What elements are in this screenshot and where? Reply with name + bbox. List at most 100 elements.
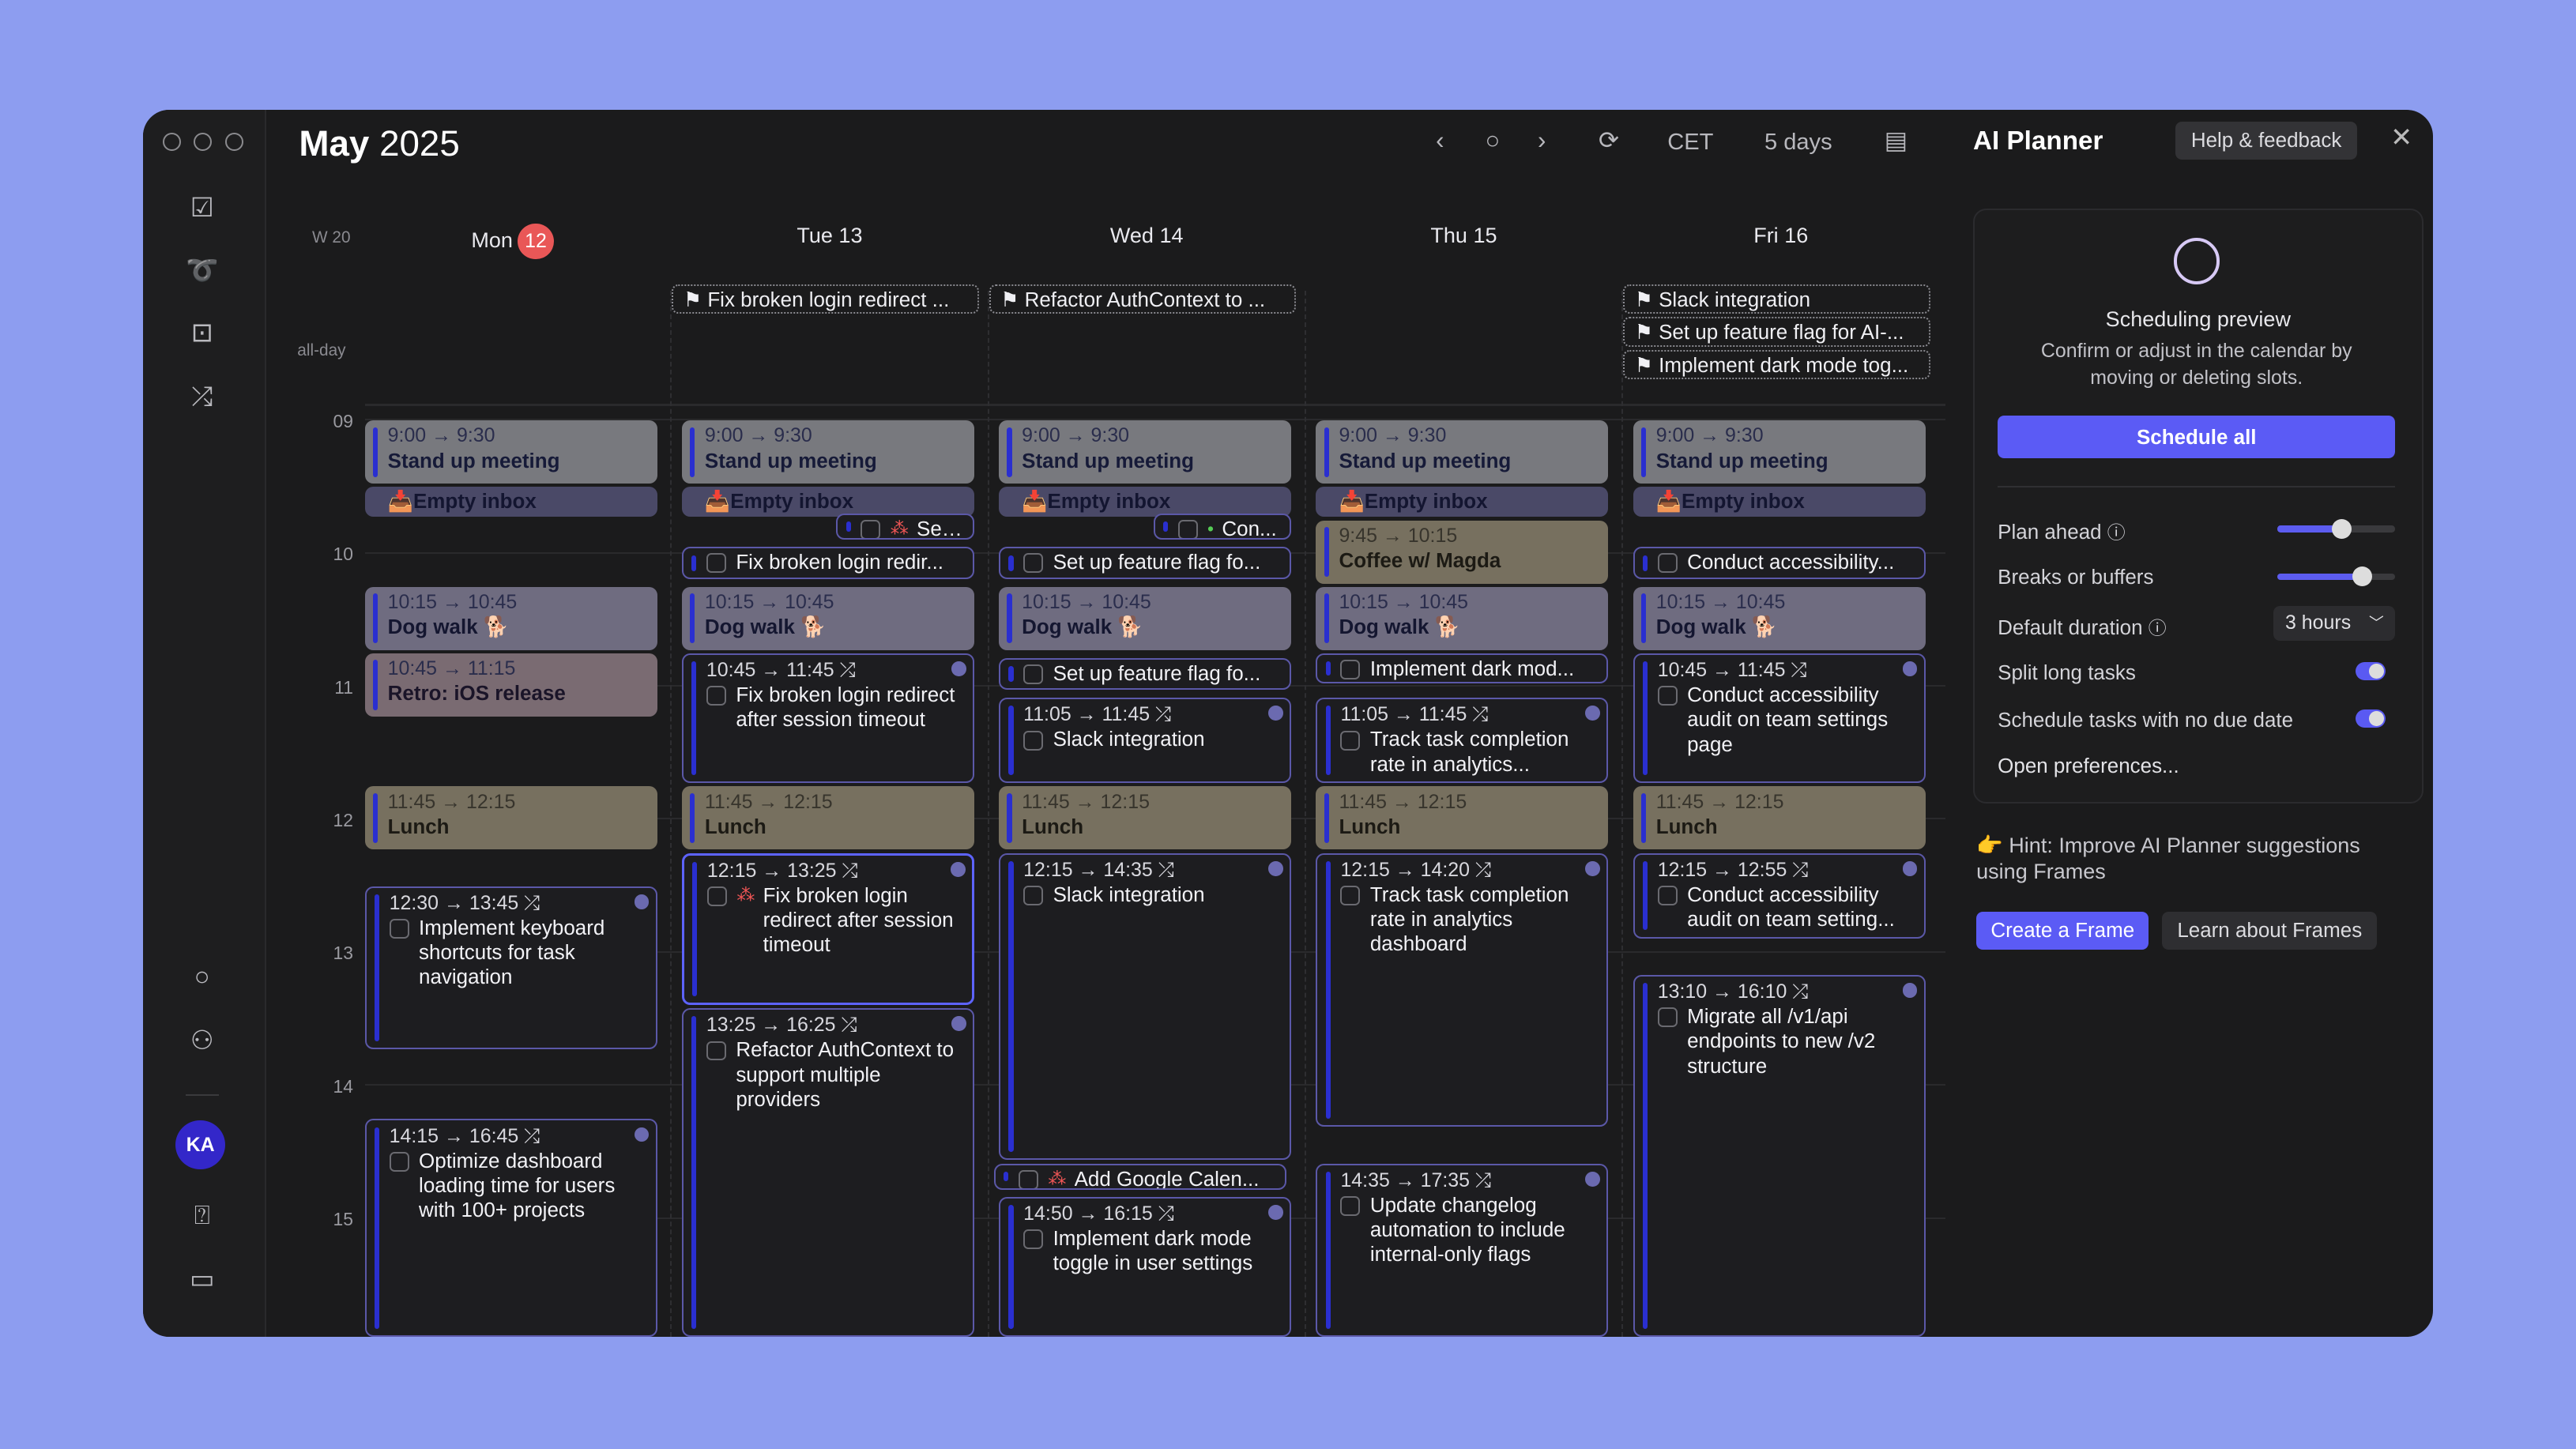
task-checkbox[interactable] bbox=[1177, 520, 1198, 539]
task-event[interactable]: 12:30 → 13:45 ⤮ Implement keyboard shortc… bbox=[364, 886, 657, 1049]
calendar-event[interactable]: 10:15 → 10:45 Dog walk 🐕 bbox=[999, 586, 1292, 650]
task-checkbox[interactable] bbox=[1657, 686, 1678, 706]
task-checkbox[interactable] bbox=[1023, 664, 1044, 684]
task-checkbox[interactable] bbox=[1340, 1196, 1361, 1216]
task-checkbox[interactable] bbox=[1023, 553, 1044, 574]
calendar-event[interactable]: 📥 Empty inbox bbox=[681, 487, 974, 518]
task-checkbox[interactable] bbox=[389, 919, 409, 939]
task-checkbox[interactable] bbox=[706, 686, 726, 706]
calendar-event[interactable]: 📥 Empty inbox bbox=[1316, 487, 1609, 518]
task-event[interactable]: 12:15 → 14:35 ⤮ Slack integration bbox=[999, 852, 1292, 1161]
task-checkbox[interactable] bbox=[1657, 1007, 1678, 1028]
task-event[interactable]: 10:45 → 11:45 ⤮ Conduct accessibility aud… bbox=[1633, 653, 1926, 784]
info-icon[interactable]: ⓘ bbox=[2148, 617, 2167, 638]
day-header[interactable]: Wed 14 bbox=[999, 224, 1294, 248]
task-checkbox[interactable] bbox=[1340, 886, 1361, 905]
help-feedback-button[interactable]: Help & feedback bbox=[2175, 121, 2358, 160]
create-frame-button[interactable]: Create a Frame bbox=[1976, 911, 2149, 950]
calendar-event[interactable]: 📥 Empty inbox bbox=[364, 487, 657, 518]
task-event[interactable]: 12:15 → 12:55 ⤮ Conduct accessibility aud… bbox=[1633, 852, 1926, 939]
today-circle-icon[interactable]: ○ bbox=[1485, 126, 1501, 155]
task-checkbox[interactable] bbox=[706, 886, 727, 906]
window-minimize-button[interactable] bbox=[194, 133, 213, 152]
window-close-button[interactable] bbox=[162, 133, 181, 152]
duration-select[interactable]: 3 hours ﹀ bbox=[2273, 606, 2396, 641]
calendar-event[interactable]: 11:45 → 12:15 Lunch bbox=[1316, 786, 1609, 850]
task-checkbox[interactable] bbox=[1023, 1229, 1044, 1250]
task-event[interactable]: Set up feature flag fo... bbox=[999, 657, 1292, 691]
people-icon[interactable]: ⚇ bbox=[190, 1026, 214, 1056]
calendar-icon[interactable]: ▭ bbox=[190, 1264, 215, 1294]
allday-event[interactable]: ⚑ Set up feature flag for AI-... bbox=[1623, 317, 1930, 347]
calendar-event[interactable]: 10:15 → 10:45 Dog walk 🐕 bbox=[1316, 586, 1609, 650]
task-event[interactable]: 14:35 → 17:35 ⤮ Update changelog automati… bbox=[1316, 1163, 1609, 1338]
task-event[interactable]: • Con... bbox=[1153, 514, 1292, 540]
view-selector[interactable]: 5 days bbox=[1764, 130, 1832, 156]
help-bubble-icon[interactable]: ⍰ bbox=[194, 1200, 210, 1230]
task-event[interactable]: 12:15 → 14:20 ⤮ Track task completion rat… bbox=[1316, 852, 1609, 1127]
split-tasks-toggle[interactable] bbox=[2356, 661, 2386, 680]
task-event[interactable]: 12:15 → 13:25 ⤮ ⁂ Fix broken login redirec… bbox=[681, 852, 974, 1005]
calendar-event[interactable]: 9:00 → 9:30 Stand up meeting bbox=[1316, 420, 1609, 484]
chevron-left-icon[interactable]: ‹ bbox=[1436, 126, 1444, 155]
schedule-all-button[interactable]: Schedule all bbox=[1998, 416, 2396, 459]
calendar-event[interactable]: 11:45 → 12:15 Lunch bbox=[681, 786, 974, 850]
task-event[interactable]: 11:05 → 11:45 ⤮ Track task completion rat… bbox=[1316, 698, 1609, 784]
task-checkbox[interactable] bbox=[861, 520, 881, 539]
avatar[interactable]: KA bbox=[175, 1120, 225, 1170]
task-checkbox[interactable] bbox=[1018, 1169, 1038, 1188]
task-checkbox[interactable] bbox=[1023, 730, 1044, 751]
task-event[interactable]: 11:05 → 11:45 ⤮ Slack integration bbox=[999, 698, 1292, 784]
calendar-event[interactable]: 10:45 → 11:15 Retro: iOS release bbox=[364, 653, 657, 717]
circle-icon[interactable]: ○ bbox=[194, 962, 210, 992]
breaks-slider[interactable] bbox=[2277, 566, 2396, 587]
task-event[interactable]: Fix broken login redir... bbox=[681, 547, 974, 579]
timezone-button[interactable]: CET bbox=[1667, 130, 1714, 156]
calendar-event[interactable]: 9:00 → 9:30 Stand up meeting bbox=[364, 420, 657, 484]
calendar-event[interactable]: 11:45 → 12:15 Lunch bbox=[999, 786, 1292, 850]
calendar-event[interactable]: 9:00 → 9:30 Stand up meeting bbox=[681, 420, 974, 484]
task-event[interactable]: ⁂ Add Google Calen... bbox=[993, 1163, 1286, 1190]
calendar-event[interactable]: 11:45 → 12:15 Lunch bbox=[364, 786, 657, 850]
chevron-right-icon[interactable]: › bbox=[1538, 126, 1546, 155]
calendar-event[interactable]: 9:00 → 9:30 Stand up meeting bbox=[1633, 420, 1926, 484]
task-event[interactable]: 10:45 → 11:45 ⤮ Fix broken login redirect… bbox=[681, 653, 974, 784]
task-checkbox[interactable] bbox=[1340, 730, 1361, 751]
task-checkbox[interactable] bbox=[1657, 886, 1678, 905]
info-icon[interactable]: ⓘ bbox=[2107, 521, 2126, 543]
calendar-event[interactable]: 📥 Empty inbox bbox=[999, 487, 1292, 518]
no-due-date-toggle[interactable] bbox=[2356, 709, 2386, 728]
day-header[interactable]: Thu 15 bbox=[1316, 224, 1611, 248]
calendar-event[interactable]: 📥 Empty inbox bbox=[1633, 487, 1926, 518]
calendar-event[interactable]: 9:45 → 10:15 Coffee w/ Magda bbox=[1316, 520, 1609, 584]
task-event[interactable]: 14:15 → 16:45 ⤮ Optimize dashboard loadin… bbox=[364, 1119, 657, 1338]
task-checkbox[interactable] bbox=[1657, 553, 1678, 574]
day-header[interactable]: Tue 13 bbox=[682, 224, 977, 248]
shuffle-icon[interactable]: ⤮ bbox=[191, 382, 213, 412]
task-event[interactable]: Set up feature flag fo... bbox=[999, 547, 1292, 579]
calendar-event[interactable]: 10:15 → 10:45 Dog walk 🐕 bbox=[681, 586, 974, 650]
task-checkbox[interactable] bbox=[706, 553, 726, 574]
task-checkbox[interactable] bbox=[1340, 660, 1361, 680]
window-zoom-button[interactable] bbox=[224, 133, 243, 152]
calendar-event[interactable]: 10:15 → 10:45 Dog walk 🐕 bbox=[364, 586, 657, 650]
day-header[interactable]: Mon 12 bbox=[365, 223, 661, 260]
task-checkbox[interactable] bbox=[389, 1151, 409, 1172]
allday-event[interactable]: ⚑ Fix broken login redirect ... bbox=[672, 284, 980, 314]
task-event[interactable]: 13:25 → 16:25 ⤮ Refactor AuthContext to s… bbox=[681, 1008, 974, 1338]
task-event[interactable]: ⁂ Set ... bbox=[836, 514, 974, 540]
calendar-event[interactable]: 10:15 → 10:45 Dog walk 🐕 bbox=[1633, 586, 1926, 650]
calendar-event[interactable]: 11:45 → 12:15 Lunch bbox=[1633, 786, 1926, 850]
task-event[interactable]: Implement dark mod... bbox=[1316, 653, 1609, 683]
task-event[interactable]: 14:50 → 16:15 ⤮ Implement dark mode toggl… bbox=[999, 1196, 1292, 1338]
allday-event[interactable]: ⚑ Implement dark mode tog... bbox=[1623, 349, 1930, 380]
task-event[interactable]: 13:10 → 16:10 ⤮ Migrate all /v1/api endpo… bbox=[1633, 974, 1926, 1338]
close-icon[interactable]: ✕ bbox=[2390, 122, 2412, 152]
allday-event[interactable]: ⚑ Refactor AuthContext to ... bbox=[989, 284, 1297, 314]
allday-event[interactable]: ⚑ Slack integration bbox=[1623, 284, 1930, 314]
day-header[interactable]: Fri 16 bbox=[1633, 224, 1929, 248]
task-event[interactable]: Conduct accessibility... bbox=[1633, 547, 1926, 579]
open-preferences-link[interactable]: Open preferences... bbox=[1998, 754, 2179, 778]
plan-ahead-slider[interactable] bbox=[2277, 518, 2396, 539]
calendar-event[interactable]: 9:00 → 9:30 Stand up meeting bbox=[999, 420, 1292, 484]
